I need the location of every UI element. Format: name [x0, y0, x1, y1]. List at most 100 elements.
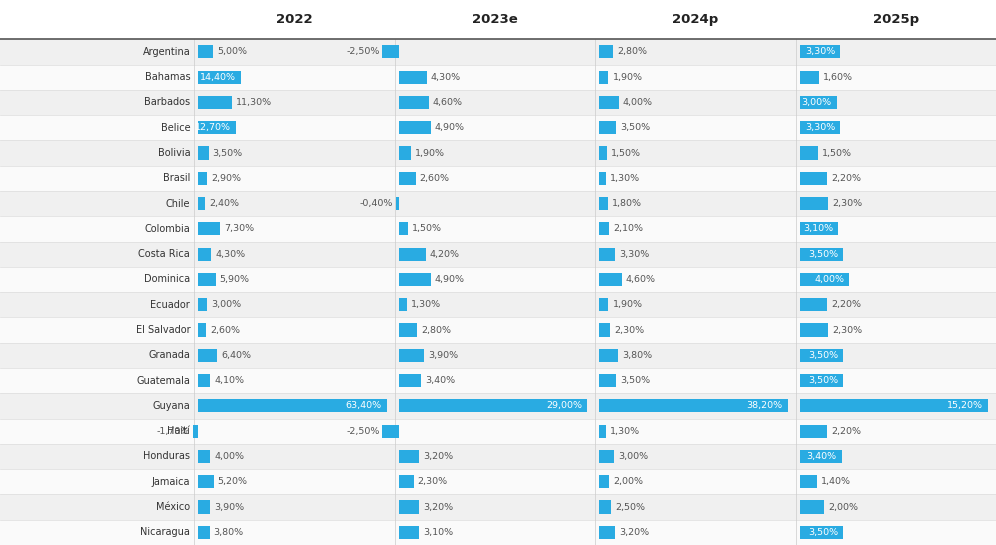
Text: 2,50%: 2,50% [616, 502, 645, 512]
Text: 38,20%: 38,20% [746, 402, 783, 410]
Text: 1,90%: 1,90% [613, 72, 642, 82]
Text: 3,30%: 3,30% [805, 123, 836, 132]
Bar [800, 399, 988, 413]
Text: 1,60%: 1,60% [824, 72, 854, 82]
Bar [800, 374, 843, 387]
Text: 2,90%: 2,90% [211, 174, 241, 183]
Text: Costa Rica: Costa Rica [138, 249, 190, 259]
Text: 1,50%: 1,50% [611, 149, 640, 158]
Text: 3,20%: 3,20% [423, 452, 453, 461]
Bar [396, 197, 398, 210]
Bar [800, 298, 827, 311]
Bar [800, 349, 843, 362]
Bar [800, 526, 843, 539]
Text: Nicaragua: Nicaragua [140, 528, 190, 537]
Bar [800, 475, 817, 488]
Text: 2,10%: 2,10% [614, 225, 643, 233]
Bar [398, 172, 415, 185]
Text: Honduras: Honduras [143, 451, 190, 462]
Text: 3,90%: 3,90% [214, 502, 244, 512]
Text: 2,30%: 2,30% [832, 325, 863, 335]
Text: 4,90%: 4,90% [434, 275, 464, 284]
Bar [0, 39, 996, 64]
Bar [398, 399, 587, 413]
Bar [398, 349, 424, 362]
Bar [198, 96, 232, 109]
Bar [0, 115, 996, 141]
Text: 29,00%: 29,00% [546, 402, 582, 410]
Bar [600, 121, 617, 134]
Text: 3,80%: 3,80% [213, 528, 244, 537]
Bar [398, 374, 420, 387]
Text: 1,50%: 1,50% [412, 225, 442, 233]
Text: -2,50%: -2,50% [346, 427, 379, 435]
Text: Belice: Belice [160, 123, 190, 133]
Text: 4,10%: 4,10% [214, 376, 244, 385]
Bar [600, 273, 622, 286]
Text: 2,30%: 2,30% [832, 199, 863, 208]
Bar [0, 368, 996, 393]
Text: 1,50%: 1,50% [822, 149, 853, 158]
Text: Jamaica: Jamaica [151, 477, 190, 487]
Bar [198, 71, 241, 84]
Bar [800, 45, 841, 58]
Text: 3,10%: 3,10% [803, 225, 833, 233]
Bar [193, 425, 198, 438]
Bar [198, 247, 211, 261]
Text: 3,40%: 3,40% [424, 376, 455, 385]
Bar [800, 147, 818, 160]
Text: 3,50%: 3,50% [808, 250, 838, 259]
Text: 2,60%: 2,60% [210, 325, 240, 335]
Text: 3,30%: 3,30% [805, 47, 836, 56]
Bar [398, 324, 417, 337]
Bar [0, 191, 996, 216]
Text: 1,90%: 1,90% [415, 149, 445, 158]
Bar [800, 247, 843, 261]
Text: 1,30%: 1,30% [610, 174, 639, 183]
Bar [0, 469, 996, 494]
Text: 3,00%: 3,00% [802, 98, 832, 107]
Bar [800, 450, 842, 463]
Text: 3,50%: 3,50% [808, 528, 838, 537]
Bar [800, 273, 850, 286]
Text: 2025p: 2025p [872, 13, 919, 26]
Text: 4,30%: 4,30% [430, 72, 461, 82]
Text: 4,00%: 4,00% [622, 98, 652, 107]
Text: 14,40%: 14,40% [200, 72, 236, 82]
Bar [600, 222, 610, 235]
Text: Colombia: Colombia [144, 224, 190, 234]
Bar [198, 197, 205, 210]
Bar [0, 419, 996, 444]
Text: Ecuador: Ecuador [150, 300, 190, 310]
Text: 6,40%: 6,40% [221, 351, 251, 360]
Bar [800, 222, 838, 235]
Bar [800, 121, 841, 134]
Text: 4,00%: 4,00% [814, 275, 845, 284]
Text: 5,20%: 5,20% [218, 477, 248, 486]
Text: 1,30%: 1,30% [411, 300, 441, 309]
Bar [600, 298, 609, 311]
Text: 3,50%: 3,50% [621, 376, 650, 385]
Bar [800, 425, 827, 438]
Bar [198, 222, 220, 235]
Text: Bolivia: Bolivia [157, 148, 190, 158]
Text: 2,40%: 2,40% [209, 199, 239, 208]
Bar [198, 500, 210, 513]
Text: Guatemala: Guatemala [136, 376, 190, 386]
Bar [198, 172, 207, 185]
Bar [198, 45, 213, 58]
Text: Guyana: Guyana [152, 401, 190, 411]
Text: 5,00%: 5,00% [217, 47, 247, 56]
Bar [398, 273, 430, 286]
Bar [600, 500, 612, 513]
Text: El Salvador: El Salvador [135, 325, 190, 335]
Text: 12,70%: 12,70% [195, 123, 231, 132]
Text: 3,10%: 3,10% [423, 528, 453, 537]
Text: 3,90%: 3,90% [428, 351, 458, 360]
Bar [198, 526, 209, 539]
Bar [600, 172, 606, 185]
Text: 63,40%: 63,40% [346, 402, 381, 410]
Text: 3,50%: 3,50% [808, 376, 838, 385]
Text: 2,30%: 2,30% [417, 477, 448, 486]
Text: 2,30%: 2,30% [615, 325, 644, 335]
